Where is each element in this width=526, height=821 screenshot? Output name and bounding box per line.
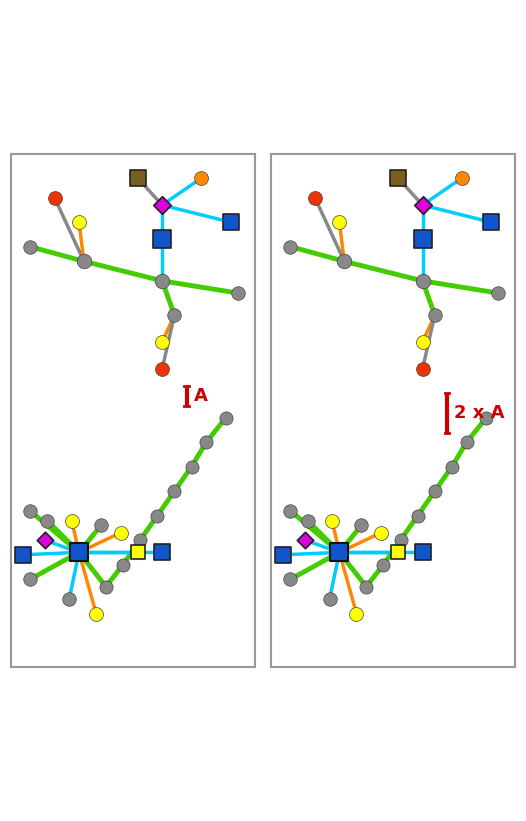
Point — [202, 436, 210, 449]
Point — [158, 232, 166, 245]
Point — [134, 546, 142, 559]
Point — [65, 592, 74, 605]
Point — [418, 232, 427, 245]
Point — [75, 216, 83, 229]
Point — [153, 509, 161, 522]
Text: A: A — [194, 387, 208, 405]
Point — [102, 580, 110, 594]
Point — [18, 548, 27, 562]
Point — [197, 172, 206, 185]
Point — [431, 309, 439, 322]
Point — [234, 287, 242, 300]
Point — [458, 172, 466, 185]
Point — [226, 216, 235, 229]
Point — [43, 514, 52, 527]
Point — [418, 274, 427, 287]
Point — [170, 309, 179, 322]
Point — [335, 546, 343, 559]
Point — [286, 504, 295, 517]
Point — [304, 514, 312, 527]
Point — [379, 558, 388, 571]
Point — [279, 548, 287, 562]
Point — [418, 199, 427, 212]
Point — [26, 504, 34, 517]
Point — [26, 240, 34, 253]
Point — [462, 436, 471, 449]
Point — [119, 558, 127, 571]
Point — [41, 534, 49, 547]
Point — [418, 362, 427, 375]
Point — [413, 509, 422, 522]
Point — [448, 461, 456, 474]
Point — [97, 519, 105, 532]
Point — [50, 191, 59, 204]
Point — [352, 607, 361, 620]
Point — [79, 255, 88, 268]
Point — [158, 336, 166, 349]
Point — [357, 519, 366, 532]
Point — [301, 534, 309, 547]
Point — [158, 199, 166, 212]
Point — [136, 534, 144, 547]
Point — [418, 336, 427, 349]
Point — [158, 362, 166, 375]
Point — [377, 526, 385, 539]
Point — [418, 546, 427, 559]
Point — [67, 514, 76, 527]
Point — [221, 411, 230, 424]
Point — [170, 484, 179, 498]
Point — [134, 172, 142, 185]
Point — [187, 461, 196, 474]
Point — [431, 484, 439, 498]
Point — [286, 573, 295, 586]
Point — [396, 534, 404, 547]
Text: 2 x A: 2 x A — [454, 404, 505, 422]
Point — [92, 607, 100, 620]
Point — [26, 573, 34, 586]
Point — [487, 216, 495, 229]
Point — [75, 546, 83, 559]
Point — [335, 216, 343, 229]
Point — [328, 514, 336, 527]
Point — [394, 546, 402, 559]
Point — [340, 255, 348, 268]
Point — [482, 411, 490, 424]
Point — [494, 287, 502, 300]
Point — [158, 274, 166, 287]
Point — [116, 526, 125, 539]
Point — [286, 240, 295, 253]
Point — [394, 172, 402, 185]
Point — [158, 546, 166, 559]
Point — [326, 592, 334, 605]
Point — [311, 191, 319, 204]
Point — [362, 580, 370, 594]
